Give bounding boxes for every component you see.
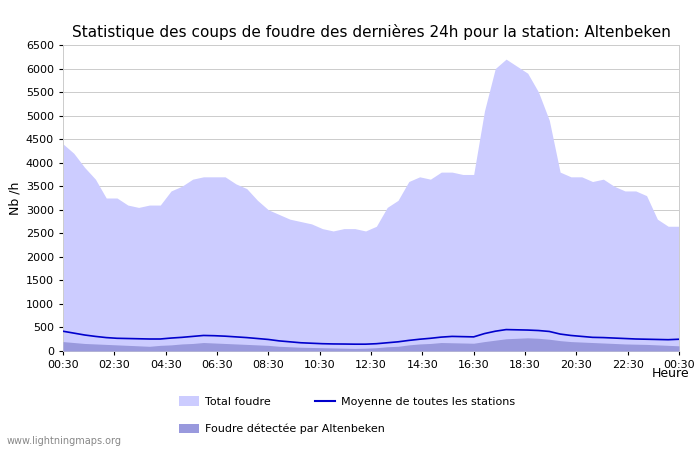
Text: www.lightningmaps.org: www.lightningmaps.org — [7, 436, 122, 446]
Text: Heure: Heure — [652, 367, 690, 380]
Y-axis label: Nb /h: Nb /h — [8, 181, 22, 215]
Legend: Foudre détectée par Altenbeken: Foudre détectée par Altenbeken — [179, 424, 385, 434]
Title: Statistique des coups de foudre des dernières 24h pour la station: Altenbeken: Statistique des coups de foudre des dern… — [71, 24, 671, 40]
